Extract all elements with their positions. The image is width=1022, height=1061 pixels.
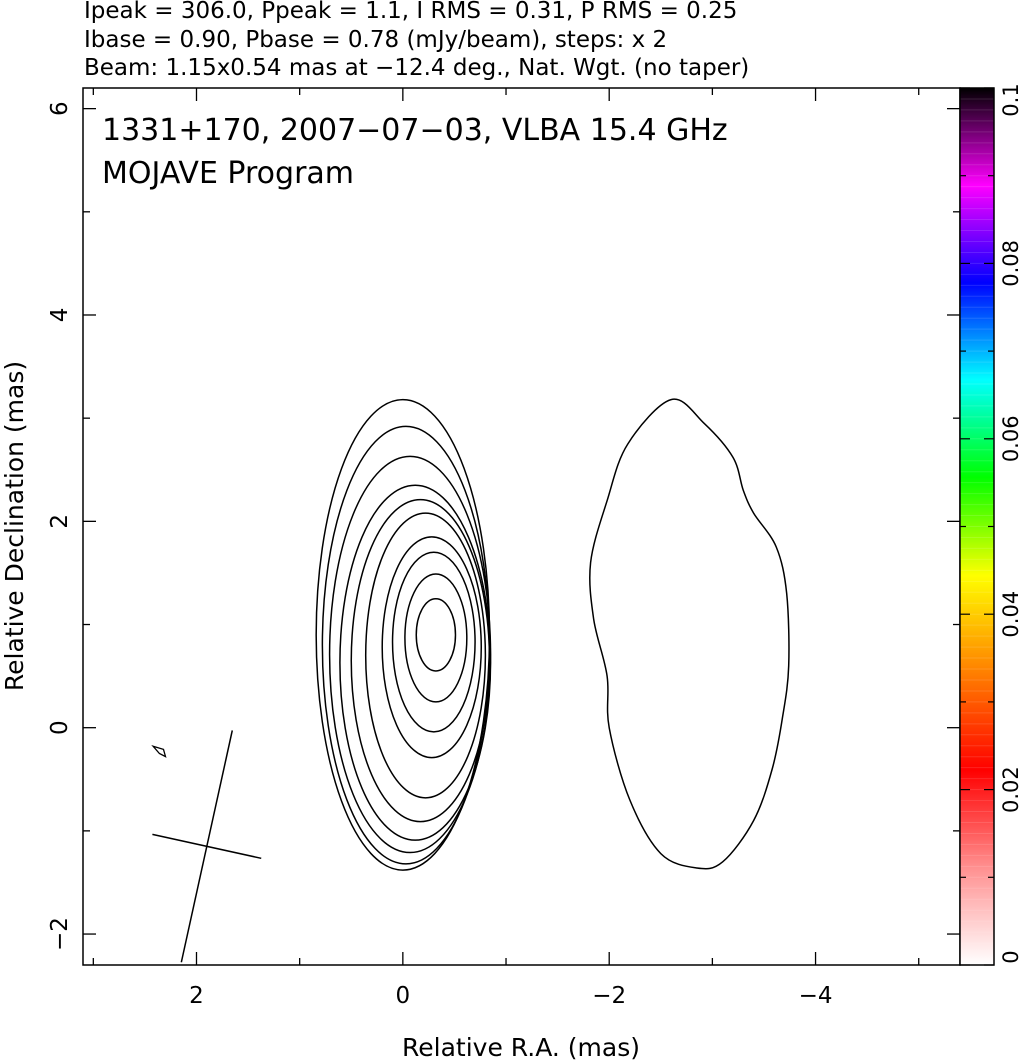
core-contour [350,498,491,823]
header-line-peak: Ipeak = 306.0, Ppeak = 1.1, I RMS = 0.31… [84,0,737,24]
noise-contour [151,745,167,758]
y-axis-label: Relative Declination (mas) [0,361,29,691]
x-tick-label: −2 [592,983,626,1009]
program-title: MOJAVE Program [102,156,354,191]
header-line-beam: Beam: 1.15x0.54 mas at −12.4 deg., Nat. … [84,55,749,81]
x-tick-label: 0 [396,983,411,1009]
core-contour [391,551,476,733]
x-axis-label: Relative R.A. (mas) [402,1033,640,1061]
core-contour [328,455,492,854]
beam-marker [152,730,262,963]
chart-header: Ipeak = 306.0, Ppeak = 1.1, I RMS = 0.31… [84,0,749,81]
colorbar-tick-label: 0.04 [999,591,1022,638]
y-tick-label: 2 [47,514,73,529]
x-tick-label: −4 [799,983,833,1009]
y-tick-label: 6 [47,101,73,116]
colorbar-tick-label: 0.1 [999,83,1022,116]
y-tick-labels: −2 0 2 4 6 [47,101,73,951]
core-contour [364,512,487,799]
source-title: 1331+170, 2007−07−03, VLBA 15.4 GHz [102,113,728,148]
header-line-base: Ibase = 0.90, Pbase = 0.78 (mJy/beam), s… [84,27,667,53]
core-contour [415,597,457,672]
colorbar-tick-label: 0.06 [999,415,1022,462]
beam-minor-axis [152,833,262,860]
y-tick-label: 4 [47,308,73,323]
colorbar [959,87,995,966]
y-tick-label: −2 [47,917,73,951]
core-contour [315,398,491,871]
core-contour [339,484,492,841]
colorbar-tick-label: 0.08 [999,240,1022,287]
colorbar-tick-label: 0.02 [999,766,1022,813]
plot-frame [82,87,961,966]
colorbar-tick-label: 0 [999,950,1022,963]
y-tick-label: 0 [47,720,73,735]
x-tick-label: 2 [189,983,204,1009]
x-tick-labels: 2 0 −2 −4 [189,983,832,1009]
jet-contour [589,398,790,870]
colorbar-tick-labels: 0 0.02 0.04 0.06 0.08 0.1 [999,83,1022,963]
core-contour [404,573,468,703]
axis-ticks [83,88,960,965]
core-contour [381,536,483,759]
contours-layer [151,398,790,871]
